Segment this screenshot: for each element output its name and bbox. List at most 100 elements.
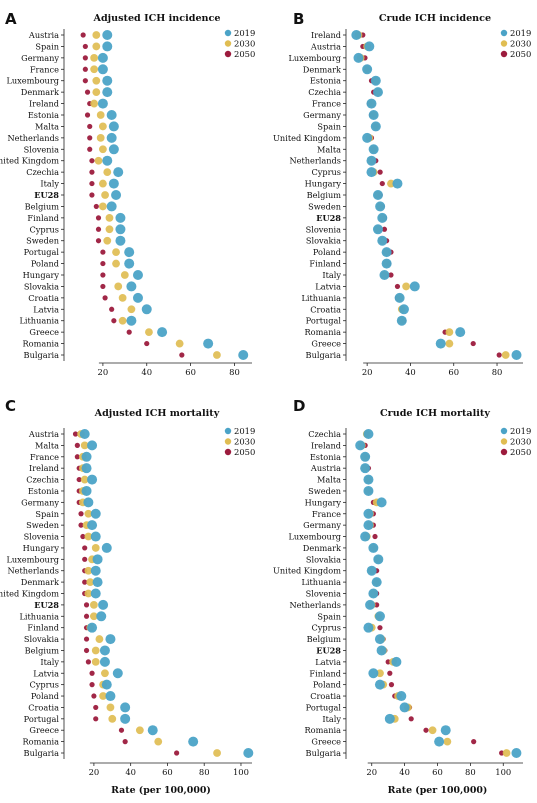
- point-2019-greece: [157, 327, 168, 338]
- point-2019-cyprus: [101, 679, 112, 690]
- point-2050-lithuania: [111, 318, 117, 324]
- point-2030-croatia: [106, 703, 115, 712]
- legend-marker-2050: [224, 50, 232, 58]
- point-2019-austria: [79, 429, 90, 439]
- point-2030-germany: [90, 53, 99, 62]
- point-2050-denmark: [84, 89, 91, 95]
- point-2019-germany: [83, 497, 94, 508]
- category-label-latvia: Latvia: [315, 281, 341, 291]
- point-2019-romania: [455, 327, 466, 338]
- point-2019-croatia: [120, 702, 131, 713]
- x-tick-label: 60: [432, 767, 443, 777]
- point-2019-bulgaria: [238, 350, 249, 360]
- category-label-united-kingdom: United Kingdom: [273, 566, 341, 576]
- point-2050-cyprus: [95, 226, 102, 232]
- point-2030-malta: [80, 441, 89, 450]
- point-2030-lithuania: [89, 612, 98, 621]
- category-label-sweden: Sweden: [308, 201, 342, 211]
- category-label-luxembourg: Luxembourg: [288, 532, 341, 542]
- point-2030-netherlands: [84, 566, 93, 575]
- point-2030-latvia: [127, 305, 136, 314]
- category-label-belgium: Belgium: [25, 645, 60, 655]
- point-2050-portugal: [100, 249, 106, 255]
- category-label-denmark: Denmark: [303, 64, 342, 74]
- category-label-greece: Greece: [29, 327, 59, 337]
- point-2030-poland: [99, 692, 107, 700]
- point-2030-italy: [91, 657, 100, 666]
- point-2050-greece: [471, 739, 477, 745]
- point-2019-portugal: [124, 247, 135, 258]
- point-2030-slovakia: [114, 282, 123, 291]
- point-2019-estonia: [81, 485, 92, 496]
- point-2019-portugal: [399, 702, 410, 713]
- point-2050-italy: [408, 716, 414, 722]
- point-2019-hungary: [101, 542, 112, 553]
- point-2019-denmark: [362, 64, 373, 75]
- point-2019-poland: [381, 247, 392, 258]
- category-label-france: France: [30, 64, 59, 74]
- x-tick-label: 40: [405, 367, 416, 377]
- point-2050-united-kingdom: [89, 158, 95, 164]
- point-2050-belgium: [93, 203, 99, 210]
- category-label-lithuania: Lithuania: [19, 611, 59, 621]
- point-2019-croatia: [398, 304, 409, 315]
- category-label-estonia: Estonia: [310, 76, 341, 86]
- point-2019-slovenia: [368, 588, 379, 599]
- point-2050-greece: [118, 727, 125, 733]
- legend-marker-2019: [500, 427, 508, 435]
- point-2030-greece: [443, 737, 452, 746]
- point-2019-netherlands: [366, 155, 377, 166]
- category-label-poland: Poland: [31, 691, 59, 701]
- category-label-belgium: Belgium: [307, 190, 342, 200]
- category-label-portugal: Portugal: [306, 702, 342, 712]
- category-label-united-kingdom: United Kingdom: [0, 589, 59, 599]
- point-2019-greece: [434, 736, 445, 747]
- point-2019-eu28: [98, 599, 109, 610]
- point-2019-cyprus: [363, 622, 374, 633]
- category-label-germany: Germany: [21, 497, 59, 507]
- point-2030-united-kingdom: [94, 156, 103, 165]
- point-2030-italy: [98, 179, 107, 188]
- point-2019-denmark: [102, 87, 113, 98]
- point-2050-romania: [423, 727, 429, 733]
- legend-label-2050: 2050: [234, 49, 255, 59]
- x-tick-label: 80: [465, 767, 476, 777]
- point-2050-greece: [470, 340, 476, 347]
- category-label-cyprus: Cyprus: [29, 224, 59, 234]
- point-2019-luxembourg: [353, 52, 364, 63]
- panel-letter: B: [293, 10, 304, 28]
- category-label-czechia: Czechia: [26, 167, 59, 177]
- category-label-estonia: Estonia: [310, 452, 341, 462]
- point-2050-czechia: [76, 476, 82, 483]
- category-label-netherlands: Netherlands: [7, 566, 59, 576]
- point-2030-united-kingdom: [84, 589, 93, 598]
- category-label-germany: Germany: [21, 53, 59, 63]
- legend-label-2050: 2050: [234, 447, 255, 457]
- x-tick-label: 60: [185, 367, 196, 377]
- point-2019-croatia: [132, 292, 143, 303]
- point-2050-france: [82, 66, 88, 72]
- point-2019-italy: [99, 656, 110, 667]
- point-2019-belgium: [374, 634, 385, 645]
- point-2050-cyprus: [377, 625, 383, 631]
- point-2030-eu28: [89, 600, 98, 609]
- point-2050-austria: [72, 431, 79, 437]
- point-2050-lithuania: [83, 613, 90, 619]
- x-tick-label: 80: [199, 767, 210, 777]
- point-2050-finland: [387, 670, 393, 676]
- category-label-czechia: Czechia: [26, 475, 59, 485]
- point-2050-slovakia: [83, 636, 90, 642]
- category-label-czechia: Czechia: [308, 87, 341, 97]
- category-label-slovenia: Slovenia: [24, 144, 60, 154]
- point-2019-hungary: [392, 178, 403, 189]
- legend-marker-2019: [224, 29, 232, 37]
- category-label-ireland: Ireland: [311, 30, 341, 40]
- point-2019-eu28: [377, 212, 388, 223]
- point-2050-france: [74, 454, 80, 460]
- point-2019-france: [81, 451, 92, 462]
- category-label-italy: Italy: [40, 657, 59, 667]
- point-2019-france: [366, 98, 377, 109]
- category-label-portugal: Portugal: [24, 247, 60, 257]
